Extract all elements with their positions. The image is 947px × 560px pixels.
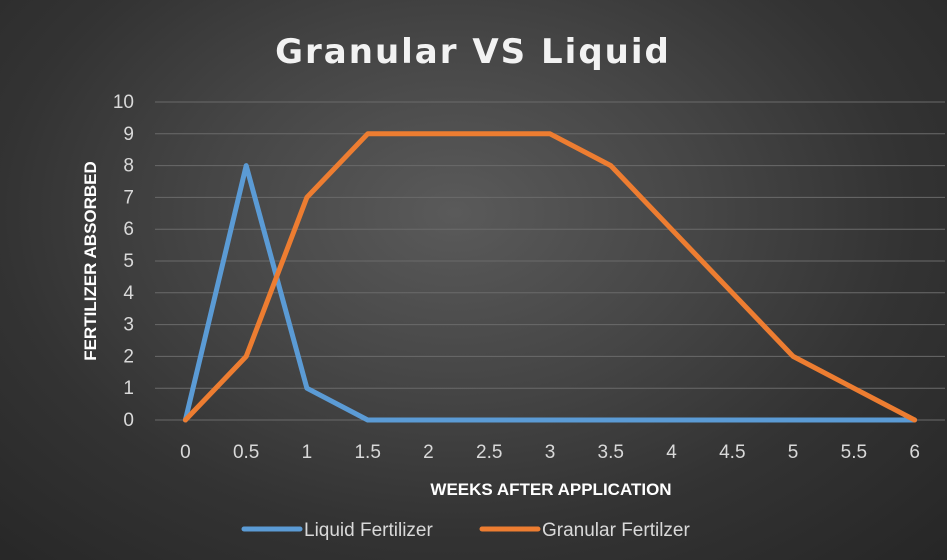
y-axis-ticks: 0 1 2 3 4 5 6 7 8 9 10 xyxy=(113,92,135,431)
grid xyxy=(155,101,945,421)
y-tick-label: 7 xyxy=(123,187,134,208)
series-line-liquid xyxy=(182,163,918,423)
y-tick-label: 10 xyxy=(113,92,134,113)
y-axis-title: FERTILIZER ABSORBED xyxy=(81,161,100,361)
x-axis-ticks: 0 0.5 1 1.5 2 2.5 3 3.5 4 4.5 5 5.5 6 xyxy=(180,442,920,463)
x-tick-label: 4 xyxy=(666,442,677,463)
x-tick-label: 1 xyxy=(302,442,313,463)
x-tick-label: 2.5 xyxy=(476,442,502,463)
x-axis-title: WEEKS AFTER APPLICATION xyxy=(430,480,671,499)
y-tick-label: 2 xyxy=(123,346,134,367)
series-line-granular xyxy=(182,131,918,423)
x-tick-label: 1.5 xyxy=(354,442,380,463)
x-tick-label: 0 xyxy=(180,442,191,463)
y-tick-label: 5 xyxy=(123,251,134,272)
chart-title: Granular VS Liquid xyxy=(275,32,671,72)
x-tick-label: 6 xyxy=(909,442,920,463)
y-tick-label: 6 xyxy=(123,219,134,240)
y-tick-label: 3 xyxy=(123,315,134,336)
y-tick-label: 8 xyxy=(123,156,134,177)
y-tick-label: 9 xyxy=(123,124,134,145)
x-tick-label: 5 xyxy=(788,442,799,463)
series-lines xyxy=(182,131,918,423)
x-tick-label: 3.5 xyxy=(598,442,624,463)
legend-label: Liquid Fertilizer xyxy=(304,520,433,541)
y-tick-label: 0 xyxy=(123,410,134,431)
x-tick-label: 4.5 xyxy=(719,442,745,463)
legend-label: Granular Fertilzer xyxy=(542,520,690,541)
x-tick-label: 5.5 xyxy=(841,442,867,463)
y-tick-label: 4 xyxy=(123,283,134,304)
x-tick-label: 3 xyxy=(545,442,556,463)
x-tick-label: 2 xyxy=(423,442,434,463)
x-tick-label: 0.5 xyxy=(233,442,259,463)
legend: Liquid Fertilizer Granular Fertilzer xyxy=(241,520,690,541)
y-tick-label: 1 xyxy=(123,378,134,399)
